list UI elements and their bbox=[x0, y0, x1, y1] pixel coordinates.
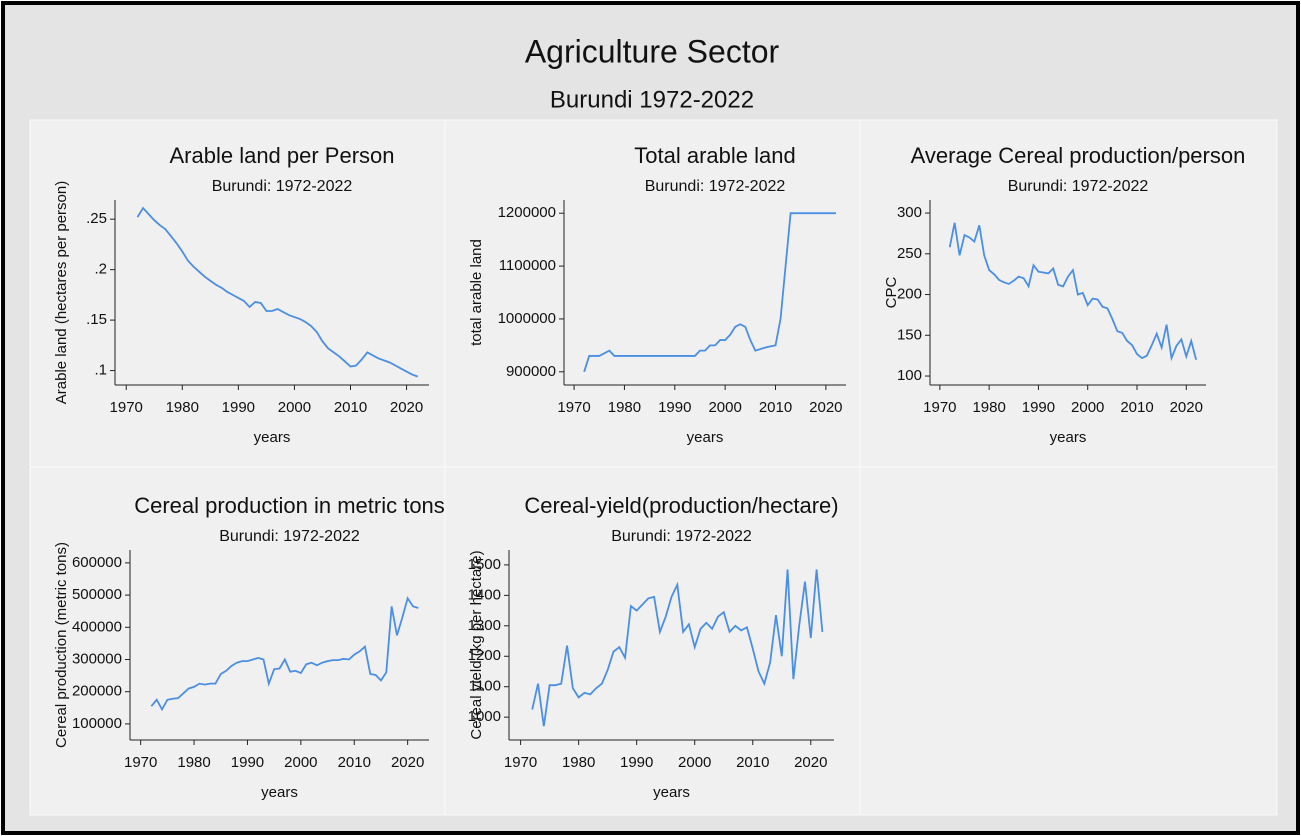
chart-panel: Average Cereal production/person Burundi:… bbox=[859, 119, 1278, 468]
x-tick-label: 1990 bbox=[222, 399, 255, 416]
panel-background bbox=[859, 119, 1278, 468]
y-tick-label: .15 bbox=[86, 311, 107, 328]
x-tick-label: 1990 bbox=[231, 754, 264, 771]
x-axis-title: years bbox=[1050, 429, 1087, 446]
y-tick-label: 900000 bbox=[506, 363, 556, 380]
figure-subtitle: Burundi 1972-2022 bbox=[550, 86, 754, 113]
x-axis-title: years bbox=[254, 429, 291, 446]
x-tick-label: 2020 bbox=[809, 399, 842, 416]
y-tick-label: 1200 bbox=[468, 647, 501, 664]
chart-title: Total arable land bbox=[634, 143, 795, 168]
chart-subtitle: Burundi: 1972-2022 bbox=[611, 528, 752, 545]
x-tick-label: 2000 bbox=[1071, 399, 1104, 416]
chart-title: Cereal production in metric tons bbox=[134, 493, 445, 518]
y-axis-title: CPC bbox=[883, 276, 900, 308]
panel-background bbox=[29, 119, 446, 468]
figure-title: Agriculture Sector bbox=[525, 33, 780, 69]
x-axis-title: years bbox=[687, 429, 724, 446]
x-tick-label: 2010 bbox=[338, 754, 371, 771]
y-tick-label: .2 bbox=[94, 261, 107, 278]
y-tick-label: 300 bbox=[897, 204, 922, 221]
y-tick-label: 200000 bbox=[72, 683, 122, 700]
y-tick-label: 1000000 bbox=[498, 310, 556, 327]
x-axis-title: years bbox=[653, 784, 690, 801]
x-tick-label: 2020 bbox=[1170, 399, 1203, 416]
y-tick-label: 200 bbox=[897, 286, 922, 303]
y-axis-title: Cereal yield (kg per hectare) bbox=[468, 550, 485, 739]
x-tick-label: 2010 bbox=[334, 399, 367, 416]
x-tick-label: 2000 bbox=[708, 399, 741, 416]
y-tick-label: 1500 bbox=[468, 556, 501, 573]
x-tick-label: 2010 bbox=[759, 399, 792, 416]
y-tick-label: .1 bbox=[94, 362, 107, 379]
x-tick-label: 1990 bbox=[620, 754, 653, 771]
x-tick-label: 1970 bbox=[557, 399, 590, 416]
y-axis-title: Cereal production (metric tons) bbox=[53, 542, 70, 748]
data-line bbox=[583, 212, 836, 373]
x-tick-label: 1980 bbox=[972, 399, 1005, 416]
y-tick-label: 400000 bbox=[72, 618, 122, 635]
y-tick-label: 150 bbox=[897, 326, 922, 343]
data-line bbox=[136, 206, 419, 378]
x-tick-label: 1980 bbox=[562, 754, 595, 771]
x-tick-label: 1970 bbox=[504, 754, 537, 771]
chart-panel: Total arable land Burundi: 1972-2022 90000… bbox=[444, 119, 861, 468]
chart-title: Arable land per Person bbox=[169, 143, 394, 168]
y-axis-title: Arable land (hectares per person) bbox=[53, 181, 70, 404]
chart-subtitle: Burundi: 1972-2022 bbox=[1008, 178, 1149, 195]
data-line bbox=[150, 596, 419, 712]
y-tick-label: 1400 bbox=[468, 586, 501, 603]
y-axis-title: total arable land bbox=[468, 239, 485, 346]
y-tick-label: 100 bbox=[897, 367, 922, 384]
y-tick-label: 1100 bbox=[469, 678, 501, 695]
chart-title: Average Cereal production/person bbox=[911, 143, 1246, 168]
x-tick-label: 1980 bbox=[166, 399, 199, 416]
y-tick-label: .25 bbox=[86, 210, 107, 227]
chart-panel: Cereal-yield(production/hectare) Burundi:… bbox=[444, 466, 861, 816]
y-tick-label: 100000 bbox=[72, 715, 122, 732]
x-tick-label: 1980 bbox=[177, 754, 210, 771]
x-tick-label: 2010 bbox=[1120, 399, 1153, 416]
x-tick-label: 1990 bbox=[1022, 399, 1055, 416]
x-axis-title: years bbox=[261, 784, 298, 801]
x-tick-label: 2000 bbox=[278, 399, 311, 416]
chart-subtitle: Burundi: 1972-2022 bbox=[219, 528, 360, 545]
x-tick-label: 1990 bbox=[658, 399, 691, 416]
data-line bbox=[948, 222, 1198, 362]
x-tick-label: 2020 bbox=[794, 754, 827, 771]
x-tick-label: 1970 bbox=[110, 399, 143, 416]
data-line bbox=[531, 569, 824, 727]
panel-background bbox=[444, 119, 861, 468]
x-tick-label: 1970 bbox=[124, 754, 157, 771]
chart-title: Cereal-yield(production/hectare) bbox=[524, 493, 838, 518]
x-tick-label: 2020 bbox=[390, 399, 423, 416]
y-tick-label: 1100000 bbox=[499, 257, 556, 274]
x-tick-label: 2000 bbox=[678, 754, 711, 771]
y-tick-label: 300000 bbox=[72, 650, 122, 667]
chart-panel: Cereal production in metric tons Burundi:… bbox=[29, 466, 446, 816]
chart-subtitle: Burundi: 1972-2022 bbox=[645, 178, 786, 195]
y-tick-label: 250 bbox=[897, 245, 922, 262]
panel-background bbox=[29, 466, 446, 816]
x-tick-label: 2010 bbox=[736, 754, 769, 771]
empty-panel bbox=[859, 466, 1278, 816]
y-tick-label: 1300 bbox=[468, 617, 501, 634]
x-tick-label: 2020 bbox=[391, 754, 424, 771]
y-tick-label: 500000 bbox=[72, 586, 122, 603]
x-tick-label: 1980 bbox=[608, 399, 641, 416]
y-tick-label: 1200000 bbox=[498, 204, 556, 221]
chart-panel: Arable land per Person Burundi: 1972-2022… bbox=[29, 119, 446, 468]
chart-subtitle: Burundi: 1972-2022 bbox=[212, 178, 353, 195]
x-tick-label: 2000 bbox=[284, 754, 317, 771]
y-tick-label: 1000 bbox=[468, 708, 501, 725]
x-tick-label: 1970 bbox=[923, 399, 956, 416]
y-tick-label: 600000 bbox=[72, 554, 122, 571]
